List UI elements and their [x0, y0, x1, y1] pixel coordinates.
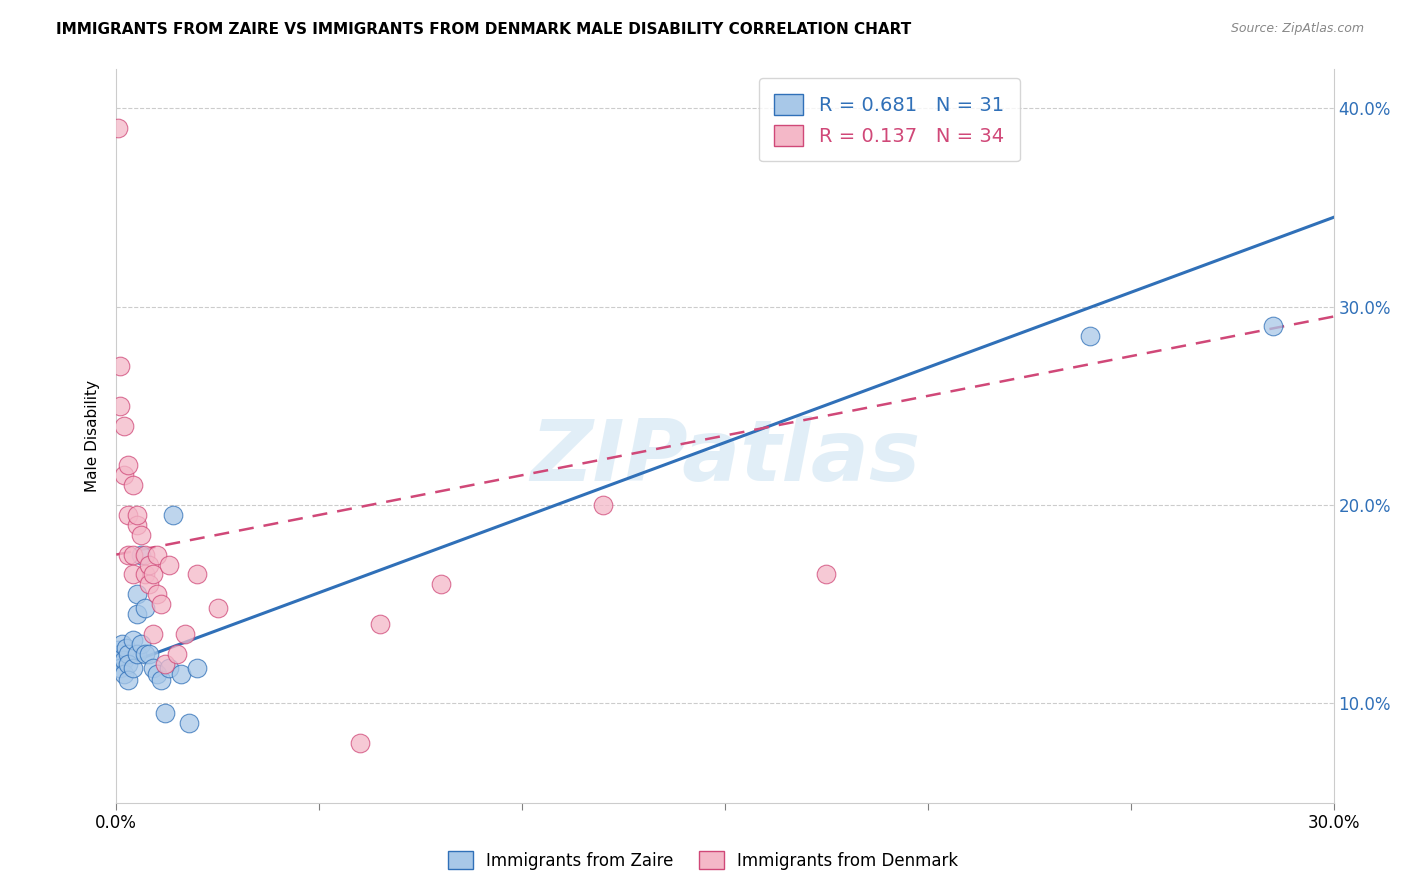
- Point: [153, 657, 176, 671]
- Point: [125, 587, 148, 601]
- Point: [142, 627, 165, 641]
- Point: [170, 666, 193, 681]
- Point: [111, 637, 134, 651]
- Point: [112, 666, 135, 681]
- Point: [125, 508, 148, 522]
- Point: [134, 601, 156, 615]
- Point: [149, 597, 172, 611]
- Point: [146, 587, 169, 601]
- Point: [129, 528, 152, 542]
- Point: [592, 498, 614, 512]
- Text: Source: ZipAtlas.com: Source: ZipAtlas.com: [1230, 22, 1364, 36]
- Text: IMMIGRANTS FROM ZAIRE VS IMMIGRANTS FROM DENMARK MALE DISABILITY CORRELATION CHA: IMMIGRANTS FROM ZAIRE VS IMMIGRANTS FROM…: [56, 22, 911, 37]
- Point: [157, 661, 180, 675]
- Y-axis label: Male Disability: Male Disability: [86, 380, 100, 491]
- Point: [1261, 319, 1284, 334]
- Point: [430, 577, 453, 591]
- Point: [117, 458, 139, 473]
- Point: [117, 508, 139, 522]
- Point: [138, 647, 160, 661]
- Point: [207, 601, 229, 615]
- Point: [107, 121, 129, 136]
- Point: [121, 548, 143, 562]
- Text: ZIPatlas: ZIPatlas: [530, 416, 920, 500]
- Point: [117, 673, 139, 687]
- Point: [179, 716, 201, 731]
- Point: [368, 617, 391, 632]
- Point: [112, 418, 135, 433]
- Point: [129, 637, 152, 651]
- Point: [107, 643, 129, 657]
- Point: [117, 657, 139, 671]
- Point: [125, 517, 148, 532]
- Point: [146, 666, 169, 681]
- Point: [138, 558, 160, 572]
- Point: [157, 558, 180, 572]
- Point: [115, 640, 138, 655]
- Point: [125, 647, 148, 661]
- Point: [134, 567, 156, 582]
- Point: [186, 661, 208, 675]
- Point: [125, 607, 148, 621]
- Point: [110, 661, 132, 675]
- Legend: Immigrants from Zaire, Immigrants from Denmark: Immigrants from Zaire, Immigrants from D…: [441, 845, 965, 877]
- Point: [149, 673, 172, 687]
- Point: [121, 567, 143, 582]
- Point: [186, 567, 208, 582]
- Point: [153, 706, 176, 721]
- Point: [117, 647, 139, 661]
- Point: [110, 359, 132, 373]
- Point: [121, 661, 143, 675]
- Point: [349, 736, 371, 750]
- Point: [1078, 329, 1101, 343]
- Point: [174, 627, 197, 641]
- Point: [110, 399, 132, 413]
- Point: [112, 653, 135, 667]
- Point: [117, 548, 139, 562]
- Point: [121, 478, 143, 492]
- Point: [112, 468, 135, 483]
- Point: [110, 647, 132, 661]
- Point: [146, 548, 169, 562]
- Point: [129, 548, 152, 562]
- Point: [142, 661, 165, 675]
- Point: [134, 647, 156, 661]
- Point: [142, 567, 165, 582]
- Point: [162, 508, 184, 522]
- Point: [138, 577, 160, 591]
- Point: [134, 548, 156, 562]
- Point: [815, 567, 838, 582]
- Point: [121, 632, 143, 647]
- Legend: R = 0.681   N = 31, R = 0.137   N = 34: R = 0.681 N = 31, R = 0.137 N = 34: [759, 78, 1019, 161]
- Point: [166, 647, 188, 661]
